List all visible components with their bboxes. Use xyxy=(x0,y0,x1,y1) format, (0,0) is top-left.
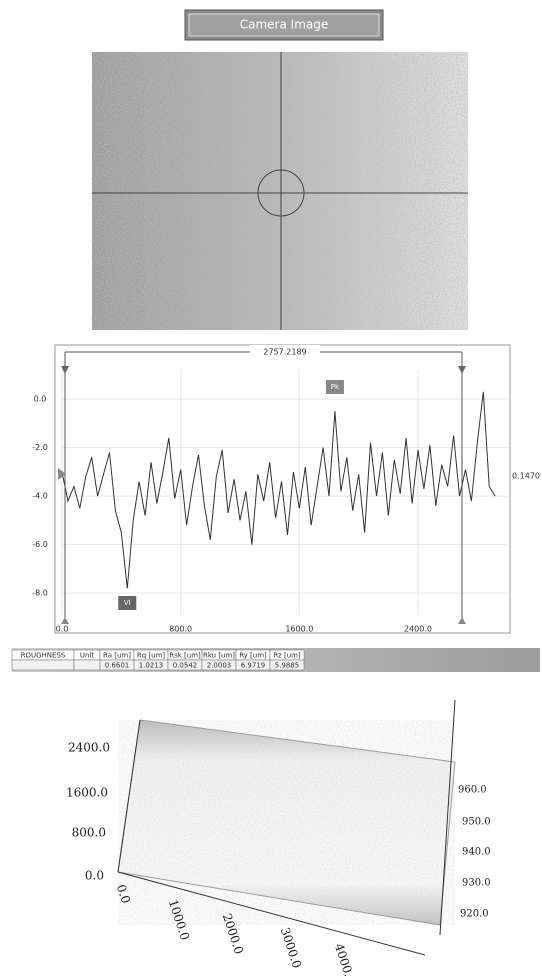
y-axis-label: 0.0 xyxy=(85,869,104,883)
y-tick-label: -8.0 xyxy=(32,589,48,598)
surface-x-axis xyxy=(117,871,426,956)
value-text: 5.9885 xyxy=(275,662,300,670)
x-axis-label: 0.0 xyxy=(114,883,133,905)
crosshair-circle xyxy=(257,169,305,217)
surface-y-axis xyxy=(117,719,141,873)
x-axis-label: 1000.0 xyxy=(166,898,192,942)
surface-z-axis xyxy=(439,699,456,936)
header-text: Unit xyxy=(80,652,95,660)
surface-labels: 2400.0 1600.0 800.0 0.0 0.0 1000.0 2000.0 3000.… xyxy=(66,741,491,976)
peak-label: Pk xyxy=(331,383,340,391)
camera-texture xyxy=(92,52,468,330)
profile-line xyxy=(61,391,496,589)
value-cell xyxy=(11,659,75,671)
cursor-arrow xyxy=(458,366,466,374)
valley-marker xyxy=(118,596,137,610)
cursor-arrow xyxy=(458,617,466,624)
z-axis-label: 950.0 xyxy=(462,817,491,828)
header-text: Ry [um] xyxy=(239,652,267,660)
x-axis-label: 2000.0 xyxy=(220,912,246,956)
x-axis-label: 4000.0 xyxy=(332,942,358,976)
valley-label: Vl xyxy=(124,599,131,607)
measure-label: 2757.2189 xyxy=(263,348,306,357)
y-axis-label: 800.0 xyxy=(72,826,106,840)
header-text: Rsk [um] xyxy=(169,652,201,660)
header-text: Rq [um] xyxy=(137,652,166,660)
z-axis-label: 920.0 xyxy=(460,909,489,920)
surface-texture xyxy=(118,720,455,925)
x-tick-label: 0.0 xyxy=(56,625,69,634)
value-cell xyxy=(73,659,101,671)
y-tick-label: 0.0 xyxy=(34,395,47,404)
y-tick-label: -4.0 xyxy=(32,492,48,501)
header-text: Rku [um] xyxy=(203,652,235,660)
header-text: Rz [um] xyxy=(273,652,301,660)
header-text: Ra [um] xyxy=(103,652,131,660)
camera-title: Camera Image xyxy=(240,18,329,32)
value-text: 1.0213 xyxy=(139,662,164,670)
cursor-arrow xyxy=(61,617,69,624)
measure-label-bg xyxy=(250,345,320,358)
level-marker xyxy=(58,468,66,480)
header-text: ROUGHNESS xyxy=(21,652,66,660)
y-axis-label: 1600.0 xyxy=(66,786,108,800)
x-tick-label: 1600.0 xyxy=(285,625,313,634)
x-tick-label: 2400.0 xyxy=(404,625,432,634)
x-tick-label: 800.0 xyxy=(169,625,192,634)
cursor-arrow xyxy=(61,366,69,374)
value-text: 0.0542 xyxy=(173,662,198,670)
peak-marker xyxy=(325,380,344,394)
value-text: 0.6601 xyxy=(105,662,130,670)
z-axis-label: 930.0 xyxy=(462,878,491,889)
y-tick-label: -6.0 xyxy=(32,540,48,549)
x-axis-label: 3000.0 xyxy=(278,926,304,970)
right-label: 0.1470 xyxy=(512,472,540,481)
y-tick-label: -2.0 xyxy=(32,443,48,452)
value-cell xyxy=(269,659,305,671)
roughness-table: ROUGHNESS Unit Ra [um] 0.6601 Rq [um] 1.0213 R… xyxy=(11,649,305,671)
y-axis-label: 2400.0 xyxy=(68,741,110,755)
z-axis-label: 960.0 xyxy=(458,785,487,796)
title-button-inner xyxy=(188,13,380,37)
z-axis-label: 940.0 xyxy=(462,847,491,858)
value-text: 2.0003 xyxy=(207,662,232,670)
value-text: 6.9719 xyxy=(241,662,266,670)
profile-chart: 0.0 -2.0 -4.0 -6.0 -8.0 0.0 800.0 1600.0 2400.0 2… xyxy=(32,345,540,634)
